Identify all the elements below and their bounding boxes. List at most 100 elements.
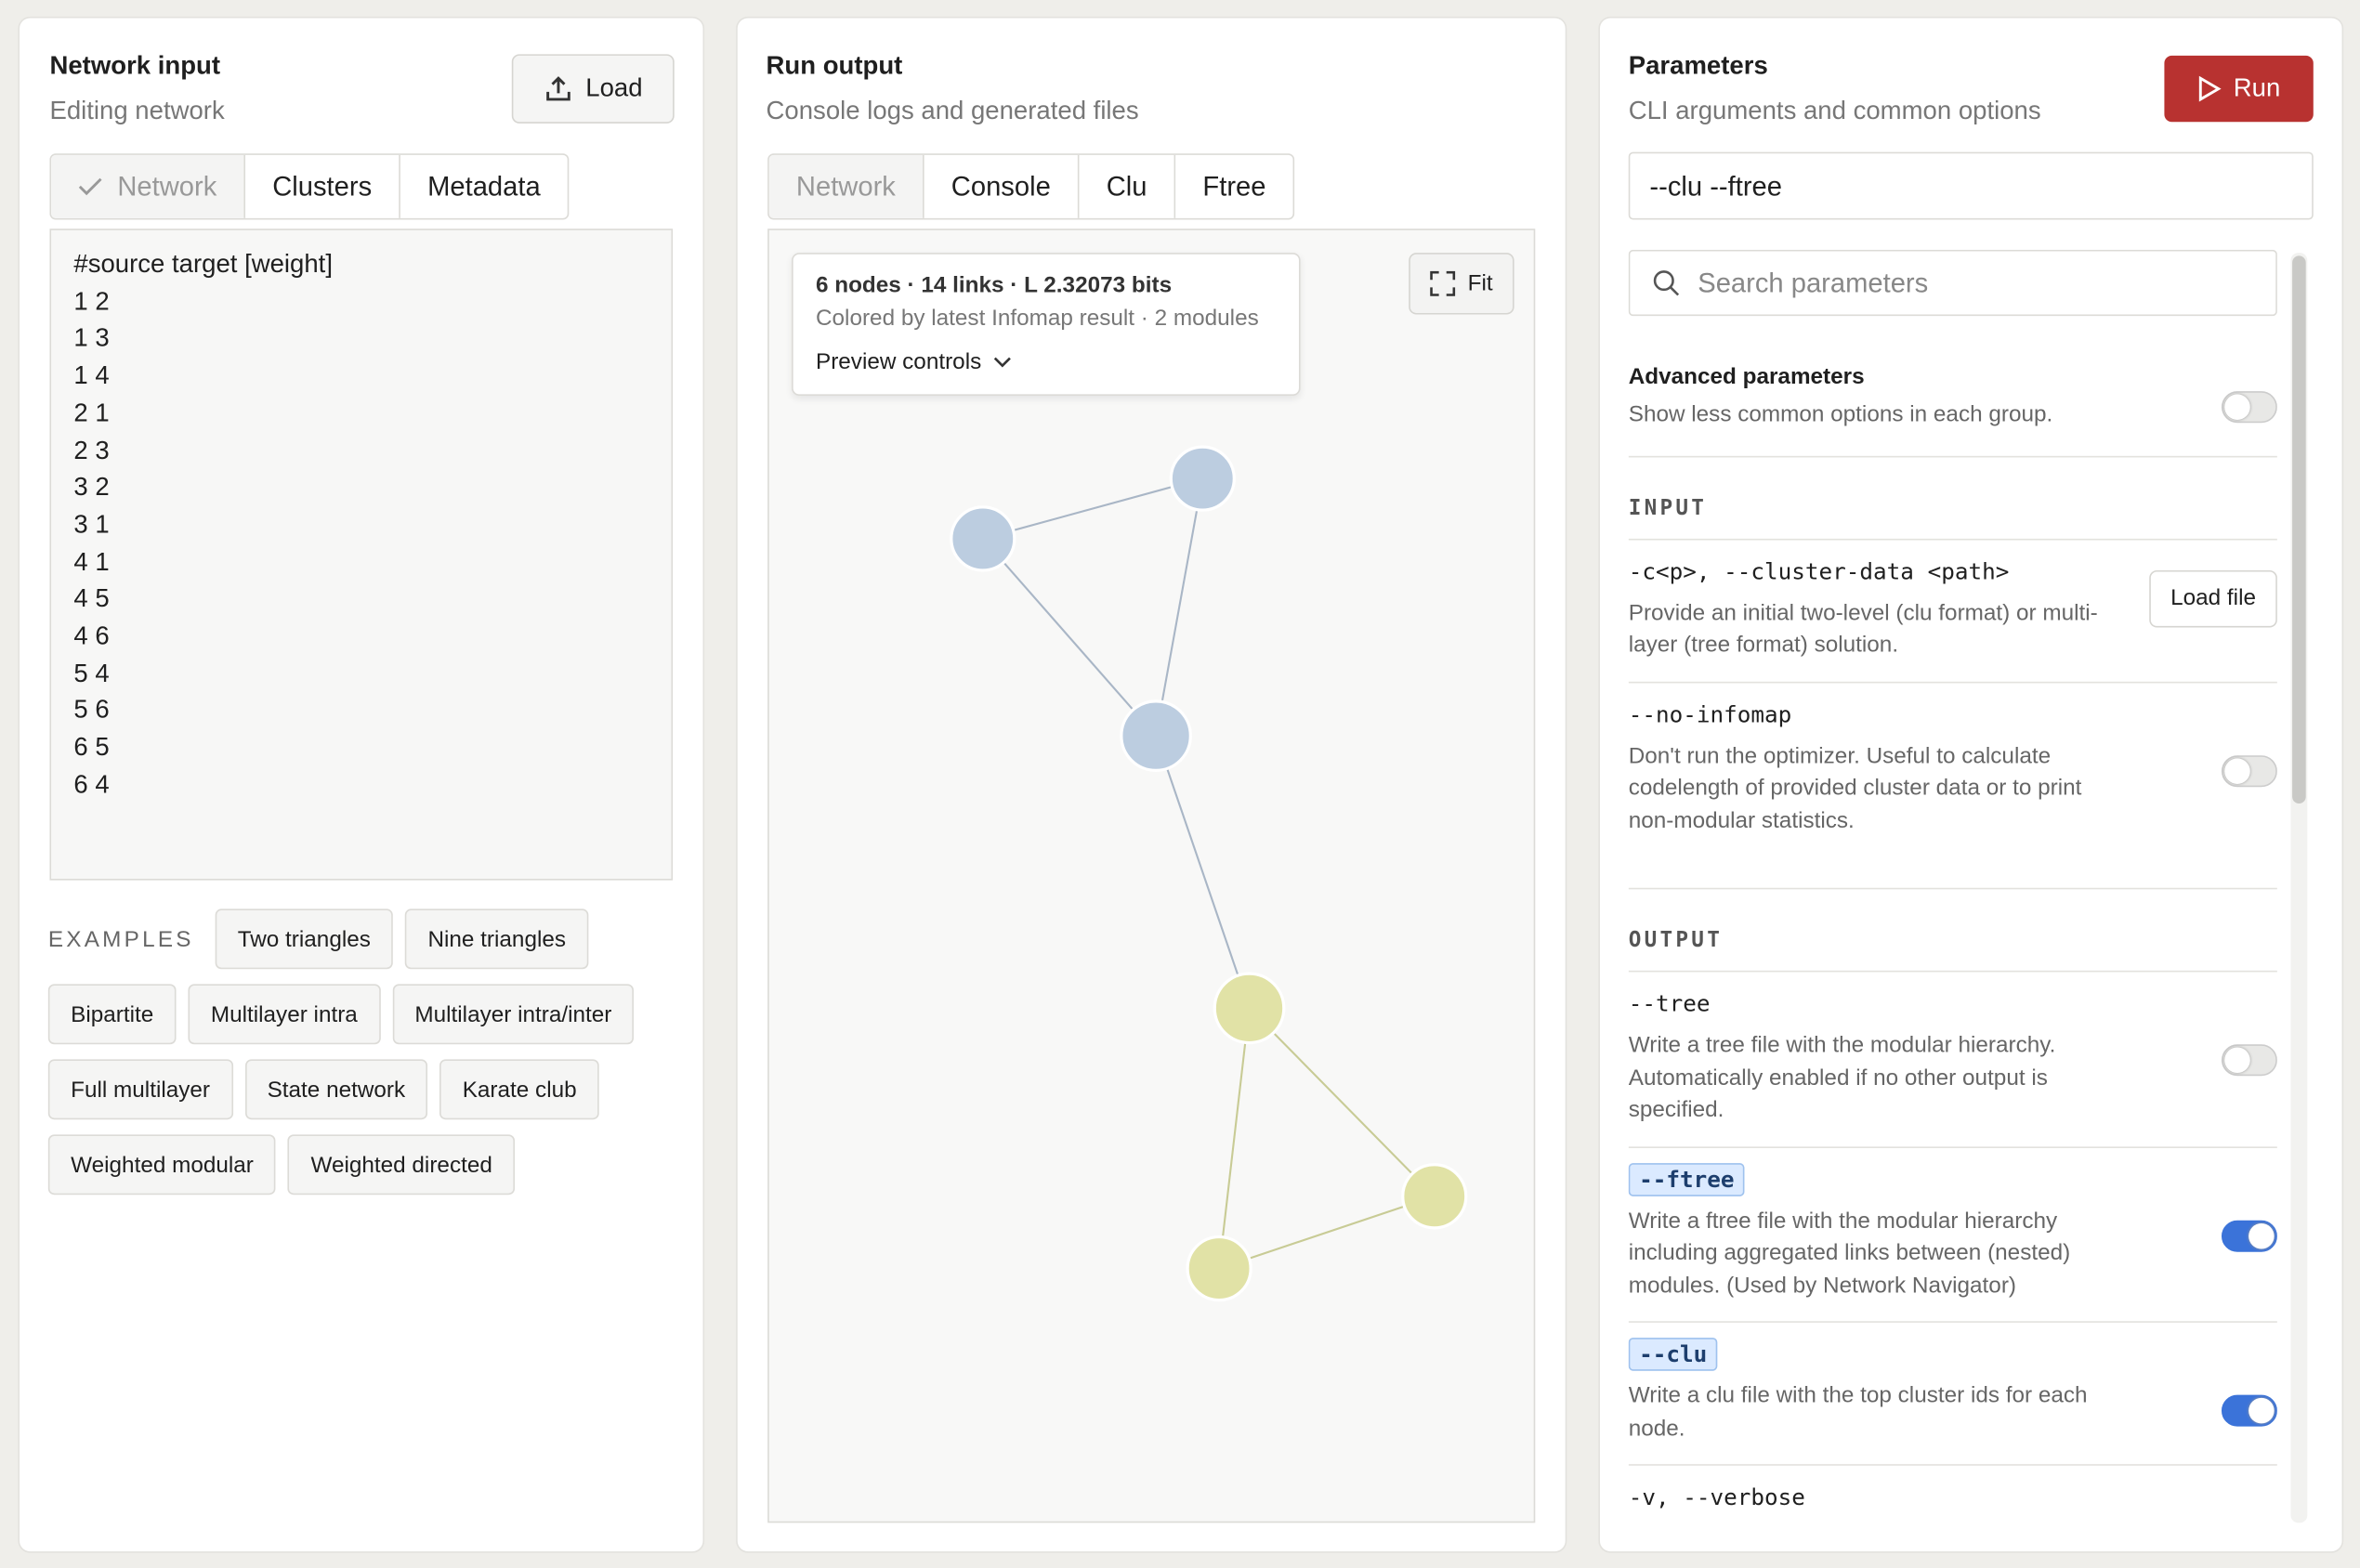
tab[interactable]: Clu bbox=[1080, 154, 1176, 218]
example-chip[interactable]: Full multilayer bbox=[47, 1059, 233, 1120]
group-heading: OUTPUT bbox=[1628, 887, 2277, 971]
example-chip[interactable]: Karate club bbox=[439, 1059, 599, 1120]
parameter-flag: --clu bbox=[1628, 1338, 2127, 1371]
example-chip[interactable]: Two triangles bbox=[215, 908, 394, 970]
parameter-groups: INPUT -c<p>, --cluster-data <path> Provide… bbox=[1628, 455, 2277, 1522]
summary-stats: 6 nodes · 14 links · L 2.32073 bits bbox=[815, 272, 1173, 298]
examples: EXAMPLES Two triangles Nine triangles Bipa… bbox=[47, 908, 696, 1196]
network-graph bbox=[950, 445, 1468, 1302]
fit-button[interactable]: Fit bbox=[1409, 253, 1514, 315]
panel-title: Run output bbox=[766, 51, 903, 80]
editor-line: 6 5 bbox=[73, 733, 110, 762]
network-editor[interactable]: #source target [weight] 1 2 1 3 1 4 2 1 2 3 3 … bbox=[49, 229, 674, 881]
load-file-button[interactable]: Load file bbox=[2149, 569, 2277, 627]
toggle[interactable] bbox=[2221, 1219, 2277, 1251]
parameter-flag: --tree bbox=[1629, 990, 2127, 1017]
arguments-input[interactable]: --clu --ftree bbox=[1628, 151, 2314, 220]
advanced-label: Advanced parameters bbox=[1628, 364, 1865, 390]
scrollbar-track bbox=[2290, 253, 2308, 1523]
parameter-description: Write a clu file with the top cluster id… bbox=[1628, 1382, 2088, 1442]
editor-line: 5 6 bbox=[73, 696, 110, 725]
parameter-description: Write a tree file with the modular hiera… bbox=[1628, 1032, 2056, 1123]
editor-line: 3 1 bbox=[73, 510, 110, 539]
node[interactable] bbox=[1186, 1235, 1252, 1302]
tab-label: Console bbox=[951, 170, 1051, 202]
example-chip[interactable]: State network bbox=[244, 1059, 428, 1120]
example-chip[interactable]: Weighted modular bbox=[47, 1134, 277, 1196]
tab[interactable]: Clusters bbox=[245, 154, 400, 218]
example-chip[interactable]: Multilayer intra/inter bbox=[392, 984, 635, 1045]
parameter-flag: --no-infomap bbox=[1629, 700, 2127, 727]
tab[interactable]: Ftree bbox=[1175, 155, 1292, 218]
link bbox=[1218, 1008, 1251, 1269]
tab-label: Clusters bbox=[272, 170, 373, 202]
node[interactable] bbox=[1213, 972, 1286, 1045]
parameter-flag: --ftree bbox=[1628, 1162, 2127, 1196]
toggle[interactable] bbox=[2221, 391, 2277, 424]
panel-title: Parameters bbox=[1628, 51, 1768, 80]
load-button[interactable]: Load bbox=[511, 54, 675, 124]
editor-line: 5 4 bbox=[73, 659, 110, 687]
tab[interactable]: Network bbox=[51, 154, 246, 218]
panel-title: Network input bbox=[49, 51, 221, 80]
toggle[interactable] bbox=[2221, 754, 2277, 787]
node[interactable] bbox=[950, 505, 1016, 572]
node[interactable] bbox=[1120, 699, 1192, 773]
button-label: Run bbox=[2233, 73, 2281, 103]
tab[interactable]: Metadata bbox=[400, 155, 568, 218]
example-chip[interactable]: Bipartite bbox=[47, 984, 177, 1045]
search-icon bbox=[1653, 270, 1680, 296]
editor-line: 4 1 bbox=[73, 547, 110, 576]
flag-text: -v, --verbose bbox=[1628, 1483, 1805, 1511]
panel-subtitle: Editing network bbox=[49, 96, 225, 125]
editor-line: 1 3 bbox=[73, 323, 110, 353]
parameter-flag: -v, --verbose bbox=[1629, 1483, 2127, 1510]
tab-label: Network bbox=[795, 170, 896, 202]
flag-text: --tree bbox=[1628, 989, 1711, 1018]
example-chip[interactable]: Multilayer intra bbox=[188, 984, 381, 1045]
node[interactable] bbox=[1401, 1163, 1468, 1230]
links bbox=[982, 477, 1251, 1009]
network-input-panel: Network input Editing network Load Netwo… bbox=[18, 16, 705, 1553]
search-input[interactable]: Search parameters bbox=[1628, 249, 2277, 317]
parameter-description: Don't run the optimizer. Useful to calcu… bbox=[1628, 742, 2082, 833]
editor-line: 2 1 bbox=[73, 398, 110, 427]
link bbox=[982, 477, 1203, 540]
node[interactable] bbox=[1169, 445, 1236, 512]
module-2 bbox=[1186, 972, 1468, 1302]
upload-icon bbox=[546, 76, 570, 101]
toggle[interactable] bbox=[2221, 1394, 2277, 1427]
group-heading: INPUT bbox=[1628, 455, 2277, 538]
run-output-panel: Run output Console logs and generated fi… bbox=[736, 16, 1567, 1553]
parameters-list: Search parameters Advanced parameters Sh… bbox=[1628, 249, 2277, 1522]
parameter: --ftree Write a ftree file with the modul… bbox=[1628, 1145, 2277, 1322]
editor-line: 1 4 bbox=[73, 360, 110, 390]
flag-text: --ftree bbox=[1628, 1162, 1745, 1196]
toggle[interactable] bbox=[2221, 1044, 2277, 1077]
example-chip[interactable]: Nine triangles bbox=[405, 908, 589, 970]
advanced-toggle-row: Advanced parameters Show less common opt… bbox=[1629, 316, 2277, 455]
tab-label: Metadata bbox=[427, 170, 541, 202]
editor-line: 4 5 bbox=[73, 584, 110, 613]
tab[interactable]: Network bbox=[768, 154, 924, 218]
play-icon bbox=[2198, 75, 2222, 102]
panel-subtitle: Console logs and generated files bbox=[766, 96, 1139, 125]
search-placeholder: Search parameters bbox=[1698, 267, 1929, 297]
parameter-description: Provide an initial two-level (clu format… bbox=[1628, 599, 2098, 658]
tab-label: Clu bbox=[1106, 170, 1147, 202]
preview-controls[interactable]: Preview controls bbox=[816, 349, 1277, 374]
tab-label: Network bbox=[117, 170, 217, 202]
summary-card: 6 nodes · 14 links · L 2.32073 bits Colo… bbox=[792, 253, 1301, 397]
parameter: -v, --verboseVerbose output on the conso… bbox=[1628, 1464, 2277, 1522]
link bbox=[982, 538, 1157, 737]
scrollbar-thumb[interactable] bbox=[2292, 255, 2306, 804]
button-label: Fit bbox=[1467, 270, 1493, 297]
editor-line: 6 4 bbox=[73, 770, 110, 799]
run-button[interactable]: Run bbox=[2164, 55, 2314, 123]
network-canvas: 6 nodes · 14 links · L 2.32073 bits Colo… bbox=[767, 229, 1536, 1523]
tab[interactable]: Console bbox=[924, 154, 1080, 218]
example-chip[interactable]: Weighted directed bbox=[288, 1134, 516, 1196]
link bbox=[1248, 1007, 1436, 1197]
